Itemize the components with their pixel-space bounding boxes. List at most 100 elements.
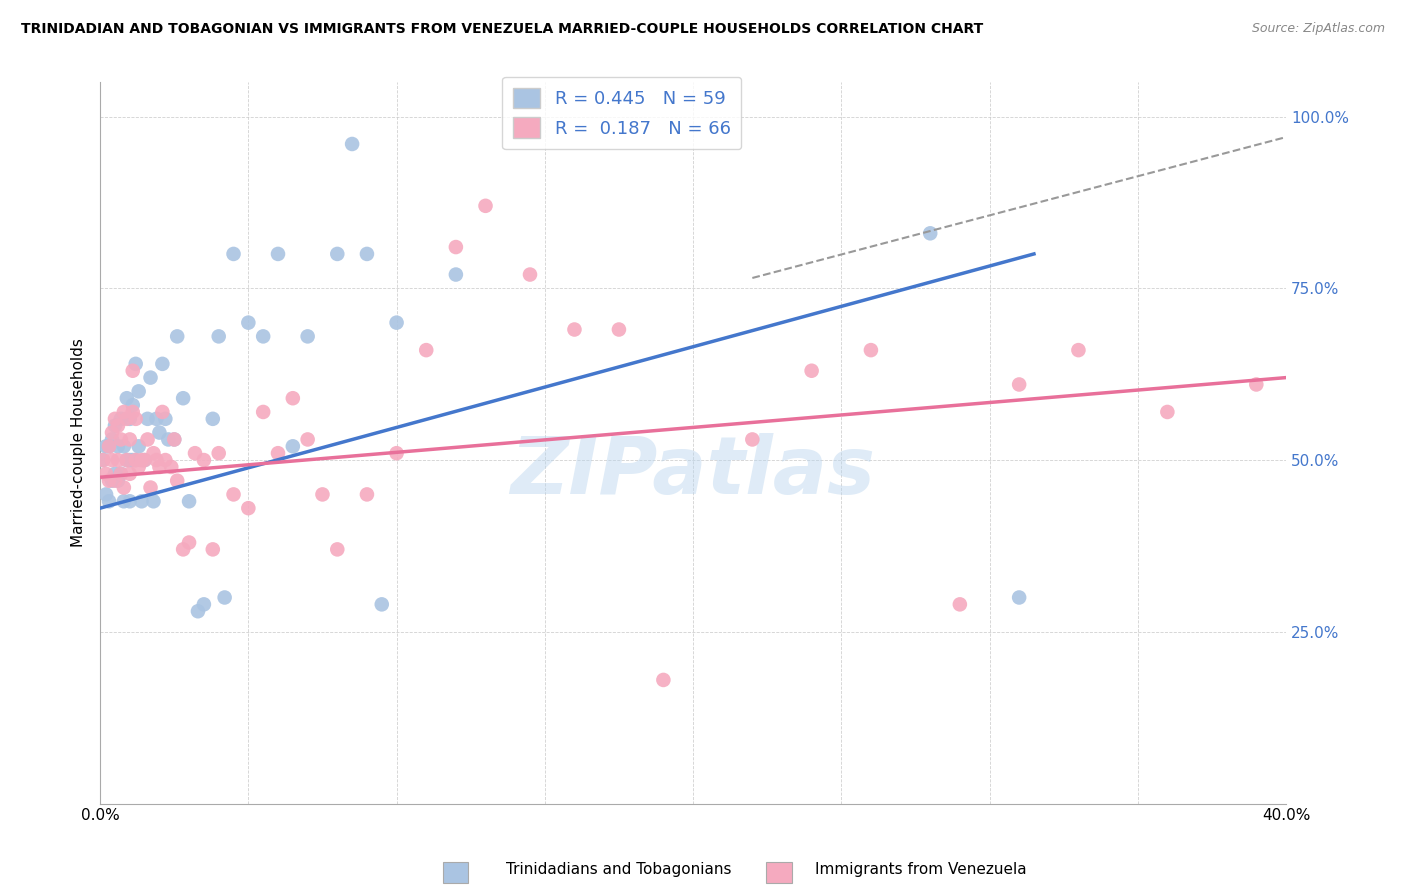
Point <box>859 343 882 358</box>
Text: TRINIDADIAN AND TOBAGONIAN VS IMMIGRANTS FROM VENEZUELA MARRIED-COUPLE HOUSEHOLD: TRINIDADIAN AND TOBAGONIAN VS IMMIGRANTS… <box>21 22 983 37</box>
Point <box>131 494 153 508</box>
Point <box>163 433 186 447</box>
Point <box>148 459 170 474</box>
Point <box>166 329 188 343</box>
Point <box>652 673 675 687</box>
Point <box>385 316 408 330</box>
Point <box>252 405 274 419</box>
Point <box>139 481 162 495</box>
Y-axis label: Married-couple Households: Married-couple Households <box>72 338 86 548</box>
Point <box>121 453 143 467</box>
Point <box>267 247 290 261</box>
Point <box>104 474 127 488</box>
Point <box>222 247 245 261</box>
Point <box>444 268 467 282</box>
Point <box>356 487 378 501</box>
Point <box>238 501 260 516</box>
Point <box>125 412 148 426</box>
Point <box>125 357 148 371</box>
Point <box>118 433 141 447</box>
Point <box>125 453 148 467</box>
Point <box>104 418 127 433</box>
Point <box>1067 343 1090 358</box>
Point <box>160 459 183 474</box>
Point <box>166 474 188 488</box>
Point <box>150 405 173 419</box>
Point <box>115 391 138 405</box>
Point <box>94 467 117 481</box>
Point <box>564 322 586 336</box>
Text: ZIPatlas: ZIPatlas <box>510 433 876 511</box>
Point <box>125 453 148 467</box>
Point <box>297 433 319 447</box>
Point <box>193 598 215 612</box>
Point <box>155 412 177 426</box>
Text: Immigrants from Venezuela: Immigrants from Venezuela <box>815 863 1028 877</box>
Point <box>118 494 141 508</box>
Point <box>134 453 156 467</box>
Point <box>281 391 304 405</box>
Point <box>112 405 135 419</box>
Point <box>118 467 141 481</box>
Point <box>326 542 349 557</box>
Point <box>177 494 200 508</box>
Point <box>128 459 150 474</box>
Point <box>118 453 141 467</box>
Point <box>107 418 129 433</box>
Point <box>297 329 319 343</box>
Point <box>145 453 167 467</box>
Legend: R = 0.445   N = 59, R =  0.187   N = 66: R = 0.445 N = 59, R = 0.187 N = 66 <box>502 77 741 149</box>
Point <box>148 425 170 440</box>
Point <box>101 453 124 467</box>
Point <box>110 467 132 481</box>
Point <box>107 453 129 467</box>
Point <box>121 398 143 412</box>
Point <box>142 494 165 508</box>
Point <box>741 433 763 447</box>
Point <box>136 412 159 426</box>
Point <box>98 494 121 508</box>
Point <box>371 598 394 612</box>
Text: Trinidadians and Tobagonians: Trinidadians and Tobagonians <box>506 863 731 877</box>
Point <box>222 487 245 501</box>
Point <box>474 199 496 213</box>
Point <box>98 439 121 453</box>
Point <box>112 481 135 495</box>
Point <box>949 598 972 612</box>
Point <box>1156 405 1178 419</box>
Point <box>98 439 121 453</box>
Point <box>110 467 132 481</box>
Point <box>112 494 135 508</box>
Point <box>150 357 173 371</box>
Point <box>128 439 150 453</box>
Point <box>145 412 167 426</box>
Point <box>187 604 209 618</box>
Point <box>104 412 127 426</box>
Point <box>107 439 129 453</box>
Point <box>208 446 231 460</box>
Point <box>311 487 333 501</box>
Point <box>101 474 124 488</box>
Point <box>356 247 378 261</box>
Point <box>121 405 143 419</box>
Point <box>340 136 363 151</box>
Point <box>267 446 290 460</box>
Point <box>1008 591 1031 605</box>
Point <box>1246 377 1268 392</box>
Point <box>193 453 215 467</box>
Point <box>155 453 177 467</box>
Point <box>326 247 349 261</box>
Point <box>920 227 942 241</box>
Point <box>98 474 121 488</box>
Point <box>128 384 150 399</box>
Point <box>252 329 274 343</box>
Point <box>115 453 138 467</box>
Point <box>112 439 135 453</box>
Point <box>214 591 236 605</box>
Point <box>118 412 141 426</box>
Point <box>1008 377 1031 392</box>
Point <box>94 439 117 453</box>
Point <box>385 446 408 460</box>
Point <box>115 453 138 467</box>
Point <box>800 364 823 378</box>
